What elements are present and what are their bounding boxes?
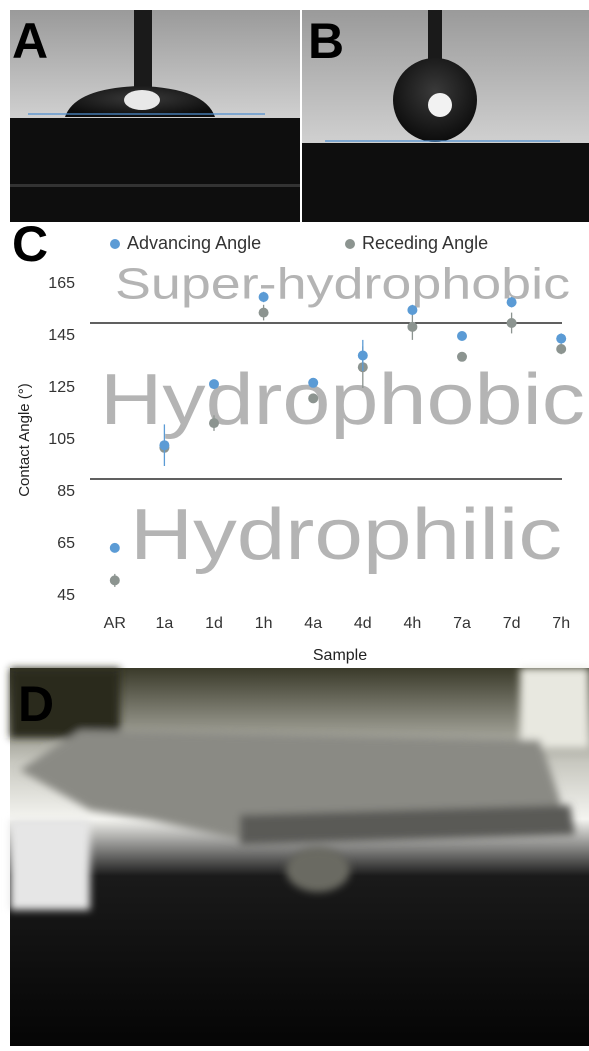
data-point — [209, 418, 219, 428]
data-point — [556, 334, 566, 344]
chart: Contact Angle (°) Sample Super-hydrophob… — [16, 233, 585, 664]
data-point — [358, 351, 368, 361]
region-label: Hydrophilic — [130, 495, 562, 575]
x-tick-label: 7d — [503, 615, 521, 632]
legend-label: Receding Angle — [362, 233, 488, 253]
substrate — [302, 143, 589, 222]
droplet — [286, 848, 350, 892]
data-point — [209, 379, 219, 389]
y-tick-label: 65 — [57, 535, 75, 552]
figure: A B C D Contact Angle (°) Sample Super-h… — [0, 0, 589, 1046]
y-tick-label: 85 — [57, 483, 75, 500]
photo-d — [10, 668, 589, 1046]
legend-marker — [110, 239, 120, 249]
white-block — [10, 820, 90, 910]
data-point — [110, 575, 120, 585]
highlight — [124, 90, 160, 110]
x-tick-label: 7h — [552, 615, 570, 632]
x-tick-label: 4h — [404, 615, 422, 632]
substrate — [10, 118, 300, 222]
data-point — [259, 308, 269, 318]
panel-label: B — [308, 13, 344, 69]
x-tick-label: 4a — [304, 615, 322, 632]
data-point — [159, 440, 169, 450]
data-point — [259, 292, 269, 302]
light-corner — [520, 668, 589, 748]
y-tick-label: 45 — [57, 587, 75, 604]
x-tick-label: 1d — [205, 615, 223, 632]
needle — [134, 10, 152, 95]
y-tick-label: 145 — [48, 327, 75, 344]
region-label: Hydrophobic — [100, 360, 585, 440]
photo-b — [302, 10, 589, 222]
data-point — [507, 297, 517, 307]
legend-label: Advancing Angle — [127, 233, 261, 253]
x-tick-label: AR — [104, 615, 126, 632]
y-tick-label: 165 — [48, 275, 75, 292]
region-label: Super-hydrophobic — [115, 260, 570, 309]
x-tick-label: 1h — [255, 615, 273, 632]
data-point — [308, 393, 318, 403]
y-tick-label: 105 — [48, 431, 75, 448]
panel-label: A — [12, 13, 48, 69]
x-tick-label: 7a — [453, 615, 471, 632]
data-point — [407, 305, 417, 315]
y-axis-label: Contact Angle (°) — [16, 383, 33, 497]
data-point — [556, 344, 566, 354]
data-point — [457, 331, 467, 341]
panel-label: D — [18, 676, 54, 732]
data-point — [407, 322, 417, 332]
x-tick-label: 4d — [354, 615, 372, 632]
photo-a — [10, 10, 300, 222]
needle — [428, 10, 442, 66]
page: A B C D Contact Angle (°) Sample Super-h… — [0, 0, 589, 1051]
x-tick-label: 1a — [156, 615, 174, 632]
highlight — [428, 93, 452, 117]
x-axis-label: Sample — [313, 647, 367, 664]
data-point — [308, 378, 318, 388]
reflection — [10, 184, 300, 187]
y-tick-label: 125 — [48, 379, 75, 396]
data-point — [507, 318, 517, 328]
panel-label: C — [12, 216, 48, 272]
data-point — [457, 352, 467, 362]
data-point — [110, 543, 120, 553]
legend-marker — [345, 239, 355, 249]
